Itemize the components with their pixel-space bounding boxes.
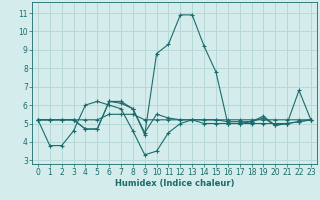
- X-axis label: Humidex (Indice chaleur): Humidex (Indice chaleur): [115, 179, 234, 188]
